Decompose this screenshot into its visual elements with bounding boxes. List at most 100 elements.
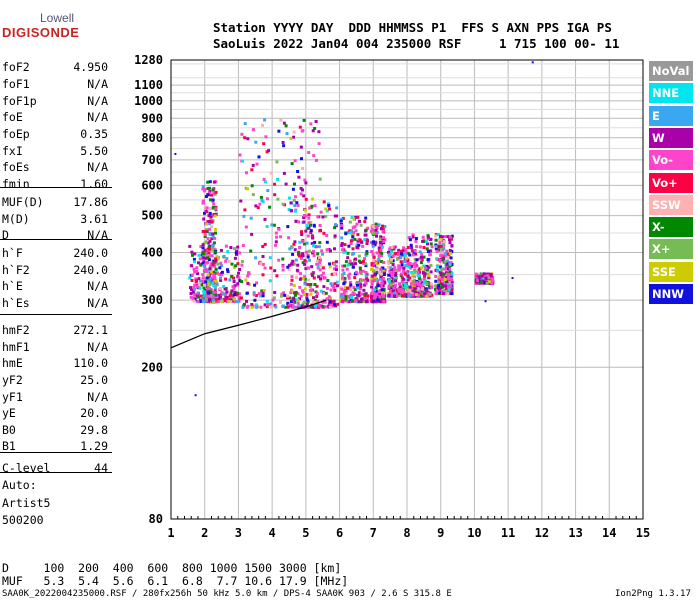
echo-point (332, 272, 336, 276)
echo-point (373, 273, 377, 277)
echo-point (293, 204, 297, 208)
echo-point (411, 253, 415, 257)
echo-point (195, 284, 199, 288)
echo-point (207, 247, 211, 251)
echo-point (354, 257, 357, 261)
echo-point (333, 226, 337, 230)
echo-point (358, 238, 362, 242)
echo-point (301, 252, 305, 256)
echo-point (485, 281, 489, 285)
echo-point (381, 224, 385, 228)
echo-point (410, 270, 414, 274)
echo-point (360, 279, 363, 283)
echo-point (286, 296, 289, 300)
echo-point (236, 282, 240, 286)
x-tick-label: 12 (535, 526, 549, 540)
echo-point (240, 263, 244, 267)
echo-point (441, 235, 445, 239)
echo-point (255, 162, 259, 166)
echo-point (370, 229, 373, 233)
echo-point (353, 262, 357, 266)
echo-point (374, 268, 378, 272)
echo-point (450, 287, 454, 291)
echo-point (228, 294, 232, 298)
param-name: hmE (2, 356, 23, 370)
echo-point (403, 272, 407, 276)
echo-point (376, 271, 380, 275)
echo-point (425, 282, 429, 286)
echo-point (391, 254, 395, 258)
param-value: 110.0 (73, 356, 108, 370)
echo-point (447, 238, 451, 241)
echo-point (448, 281, 452, 285)
echo-point (208, 218, 212, 222)
echo-point (309, 292, 313, 296)
echo-point (376, 279, 380, 283)
echo-point (318, 224, 322, 227)
param-name: C-level (2, 461, 51, 475)
echo-point (326, 279, 330, 282)
echo-point (237, 292, 241, 296)
echo-point (421, 235, 425, 239)
echo-point (448, 251, 452, 255)
echo-point (214, 231, 217, 235)
echo-point (370, 295, 373, 299)
echo-point (306, 283, 310, 286)
echo-point (208, 207, 212, 211)
echo-point (266, 189, 270, 192)
echo-point (357, 293, 361, 297)
echo-point (294, 195, 297, 199)
param-name: M(D) (2, 212, 30, 226)
echo-point (203, 283, 206, 287)
echo-point (327, 295, 331, 299)
echo-point (190, 273, 194, 277)
echo-point (290, 209, 293, 213)
echo-point (370, 277, 374, 281)
echo-point (377, 299, 381, 303)
echo-point (480, 274, 484, 278)
echo-point (301, 289, 305, 293)
echo-point (296, 170, 300, 173)
echo-point (444, 276, 448, 279)
echo-point (376, 295, 380, 299)
echo-point (359, 261, 363, 264)
echo-point (334, 223, 337, 227)
echo-point (270, 305, 274, 309)
x-tick-label: 13 (568, 526, 582, 540)
echo-point (443, 260, 447, 264)
echo-point (316, 266, 320, 270)
echo-point (390, 280, 394, 284)
echo-point (362, 261, 366, 265)
echo-point (303, 262, 307, 266)
echo-point (298, 240, 302, 244)
echo-point (206, 220, 210, 223)
echo-point (201, 276, 205, 280)
param-name: foF1p (2, 94, 37, 108)
echo-point (399, 260, 403, 264)
echo-point (408, 285, 412, 289)
echo-point (254, 303, 258, 307)
echo-point (296, 203, 300, 207)
echo-point (218, 266, 222, 270)
echo-point (291, 304, 295, 308)
echo-point (380, 297, 384, 301)
echo-point (190, 287, 193, 291)
echo-point (246, 274, 250, 278)
echo-point (253, 283, 257, 287)
echo-point (288, 247, 292, 251)
echo-point (437, 245, 441, 249)
echo-point (371, 252, 375, 256)
echo-point (287, 236, 291, 240)
echo-point (352, 252, 356, 255)
echo-point (295, 201, 299, 205)
echo-point (355, 282, 359, 285)
echo-point (192, 286, 196, 290)
param-value: 1.29 (80, 439, 108, 453)
echo-point (358, 219, 361, 223)
echo-point (408, 238, 412, 242)
echo-point (372, 288, 376, 292)
echo-point (305, 224, 309, 227)
param-name: foF2 (2, 60, 30, 74)
footer-info: SAA0K_2022004235000.RSF / 280fx256h 50 k… (2, 589, 452, 599)
echo-point (269, 266, 273, 270)
